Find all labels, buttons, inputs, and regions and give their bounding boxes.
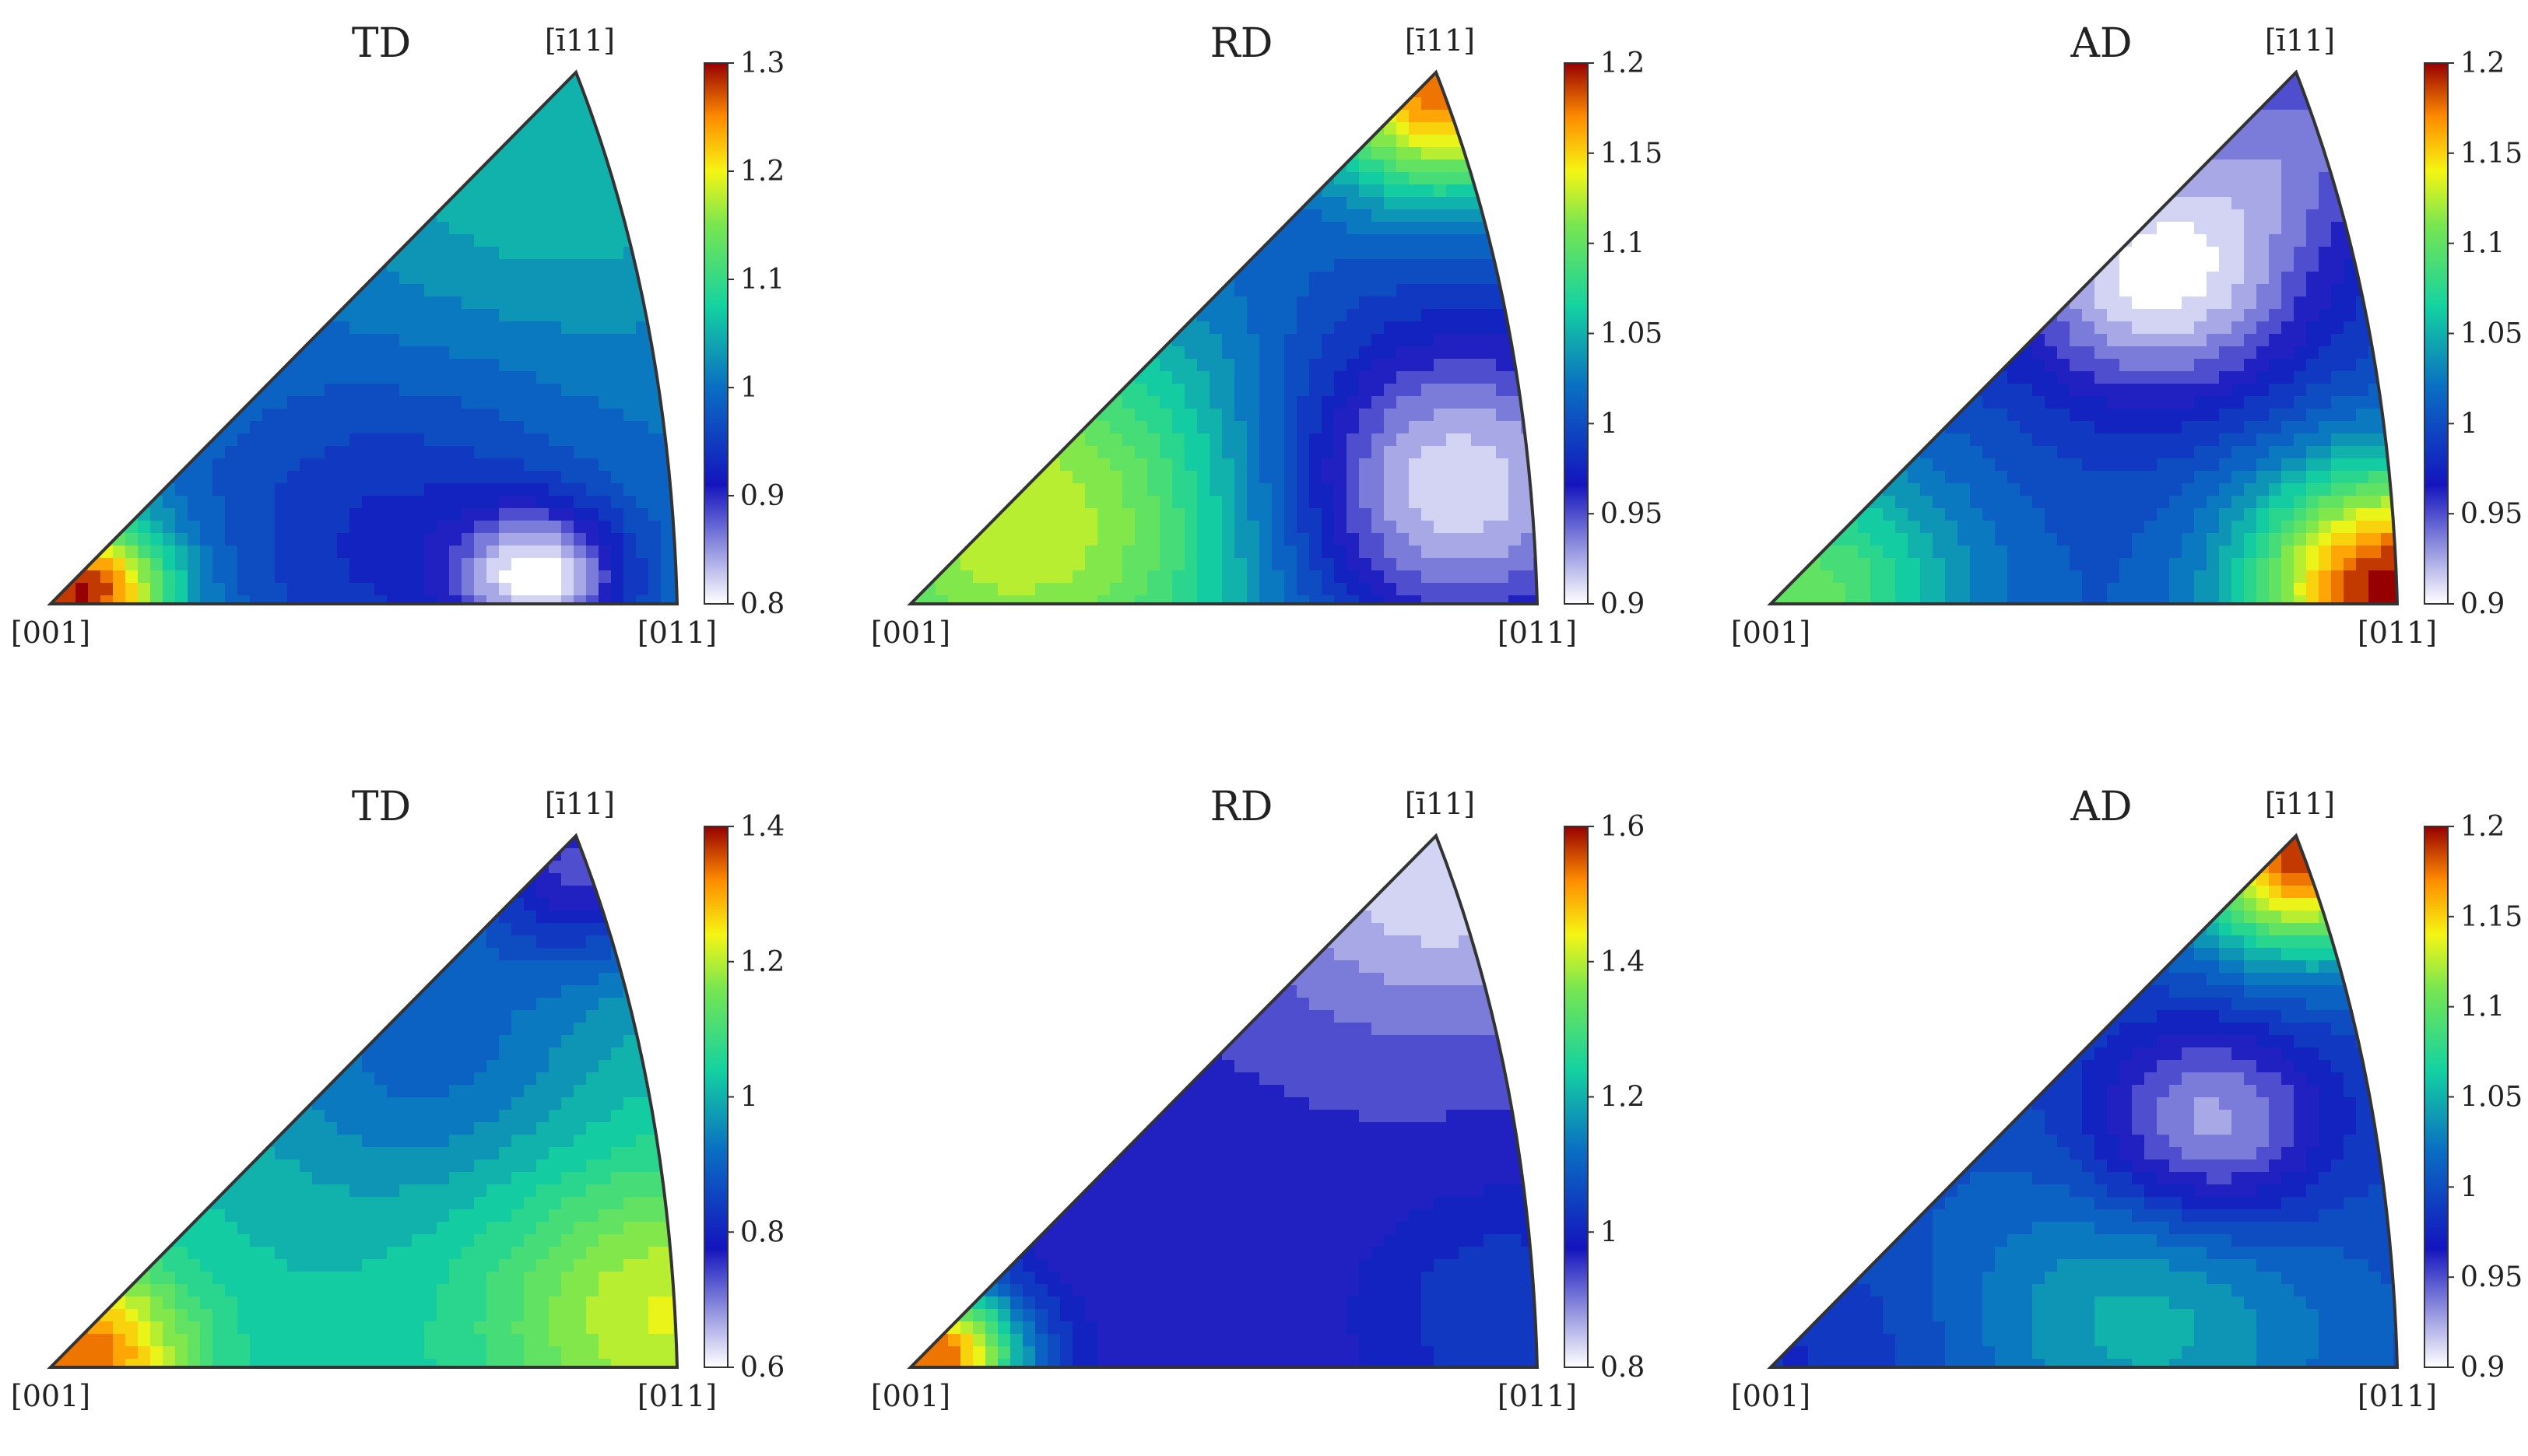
colorbar-tick-label: 0.95 bbox=[2460, 1261, 2523, 1293]
colorbar-tick-label: 1.2 bbox=[1600, 47, 1645, 79]
colorbar-tick-label: 0.9 bbox=[2460, 1352, 2505, 1384]
ipf-panel-5: RD [001] [011] [ī11] 1.6 1.4 1.2 1 0.8 bbox=[871, 784, 1645, 1413]
colorbar-tick-label: 1.05 bbox=[2460, 1082, 2523, 1114]
corner-label-111: [ī11] bbox=[545, 23, 615, 58]
colorbar bbox=[2424, 63, 2448, 604]
colorbar-tick-label: 0.8 bbox=[1600, 1352, 1645, 1384]
ipf-fill bbox=[51, 72, 686, 609]
ipf-fill bbox=[1771, 836, 2407, 1372]
ipf-fill bbox=[911, 72, 1547, 609]
colorbar-tick-label: 1 bbox=[1600, 408, 1618, 440]
colorbar-tick-label: 1 bbox=[2460, 408, 2478, 440]
colorbar-tick-label: 1.05 bbox=[2460, 318, 2523, 350]
colorbar-tick-label: 0.6 bbox=[740, 1352, 785, 1384]
colorbar-tick-label: 1.3 bbox=[740, 47, 785, 79]
corner-label-111: [ī11] bbox=[2265, 787, 2335, 821]
corner-label-011: [011] bbox=[2358, 616, 2437, 650]
colorbar-tick-label: 0.95 bbox=[2460, 498, 2523, 530]
corner-label-011: [011] bbox=[1497, 616, 1577, 650]
colorbar-tick-label: 0.8 bbox=[740, 1216, 785, 1248]
ipf-panel-1: TD [001] [011] [ī11] 1.3 1.2 1.1 1 0.9 0.8 bbox=[11, 20, 785, 650]
ipf-fill bbox=[51, 836, 686, 1372]
corner-label-111: [ī11] bbox=[1405, 23, 1475, 58]
colorbar-tick-label: 1.05 bbox=[1600, 318, 1663, 350]
colorbar-tick-label: 0.9 bbox=[1600, 588, 1645, 620]
colorbar-tick-label: 1.2 bbox=[1600, 1082, 1645, 1114]
corner-label-001: [001] bbox=[11, 616, 90, 650]
colorbar-tick-label: 0.9 bbox=[740, 480, 785, 512]
colorbar-tick-label: 1 bbox=[1600, 1216, 1618, 1248]
corner-label-111: [ī11] bbox=[545, 787, 615, 821]
ipf-panel-4: TD [001] [011] [ī11] 1.4 1.2 1 0.8 0.6 bbox=[11, 784, 785, 1413]
corner-label-111: [ī11] bbox=[1405, 787, 1475, 821]
colorbar-tick-label: 1.1 bbox=[2460, 991, 2505, 1023]
panel-title: RD bbox=[1210, 20, 1273, 67]
colorbar-tick-label: 1.2 bbox=[2460, 811, 2505, 843]
colorbar-tick-label: 1 bbox=[740, 1082, 758, 1114]
colorbar-tick-label: 0.8 bbox=[740, 588, 785, 620]
colorbar bbox=[1564, 63, 1588, 604]
colorbar-tick-label: 1.4 bbox=[740, 811, 785, 843]
colorbar-tick-label: 0.95 bbox=[1600, 498, 1663, 530]
colorbar-tick-label: 1.6 bbox=[1600, 811, 1645, 843]
colorbar-tick-label: 1.15 bbox=[1600, 138, 1663, 170]
ipf-panel-2: RD [001] [011] [ī11] 1.2 1.15 1.1 1.05 1 0.95 0.9 bbox=[871, 20, 1663, 650]
corner-label-111: [ī11] bbox=[2265, 23, 2335, 58]
ipf-panel-3: AD [001] [011] [ī11] 1.2 1.15 1.1 1.05 1 0.95 0.9 bbox=[1731, 20, 2523, 650]
colorbar bbox=[704, 63, 728, 604]
ipf-fill bbox=[911, 836, 1547, 1372]
corner-label-011: [011] bbox=[2358, 1379, 2437, 1413]
corner-label-011: [011] bbox=[637, 616, 717, 650]
colorbar-tick-label: 1 bbox=[740, 372, 758, 404]
panel-title: TD bbox=[352, 20, 411, 67]
colorbar-tick-label: 1.2 bbox=[740, 946, 785, 978]
corner-label-001: [001] bbox=[871, 616, 950, 650]
colorbar-tick-label: 1.2 bbox=[740, 156, 785, 188]
colorbar bbox=[704, 826, 728, 1367]
colorbar-tick-label: 1.15 bbox=[2460, 138, 2523, 170]
colorbar bbox=[2424, 826, 2448, 1367]
corner-label-011: [011] bbox=[1497, 1379, 1577, 1413]
corner-label-011: [011] bbox=[637, 1379, 717, 1413]
colorbar-tick-label: 1 bbox=[2460, 1171, 2478, 1203]
panel-title: TD bbox=[352, 784, 411, 830]
colorbar bbox=[1564, 826, 1588, 1367]
corner-label-001: [001] bbox=[1731, 1379, 1810, 1413]
colorbar-tick-label: 1.2 bbox=[2460, 47, 2505, 79]
panel-title: AD bbox=[2070, 20, 2132, 67]
colorbar-tick-label: 1.15 bbox=[2460, 901, 2523, 933]
panel-title: AD bbox=[2070, 784, 2132, 830]
panel-title: RD bbox=[1210, 784, 1273, 830]
ipf-fill bbox=[1771, 72, 2407, 609]
ipf-panel-6: AD [001] [011] [ī11] 1.2 1.15 1.1 1.05 1 0.95 0.9 bbox=[1731, 784, 2523, 1413]
colorbar-tick-label: 1.1 bbox=[1600, 228, 1645, 260]
colorbar-tick-label: 1.1 bbox=[740, 264, 785, 296]
colorbar-tick-label: 0.9 bbox=[2460, 588, 2505, 620]
corner-label-001: [001] bbox=[871, 1379, 950, 1413]
corner-label-001: [001] bbox=[1731, 616, 1810, 650]
colorbar-tick-label: 1.1 bbox=[2460, 228, 2505, 260]
colorbar-tick-label: 1.4 bbox=[1600, 946, 1645, 978]
corner-label-001: [001] bbox=[11, 1379, 90, 1413]
